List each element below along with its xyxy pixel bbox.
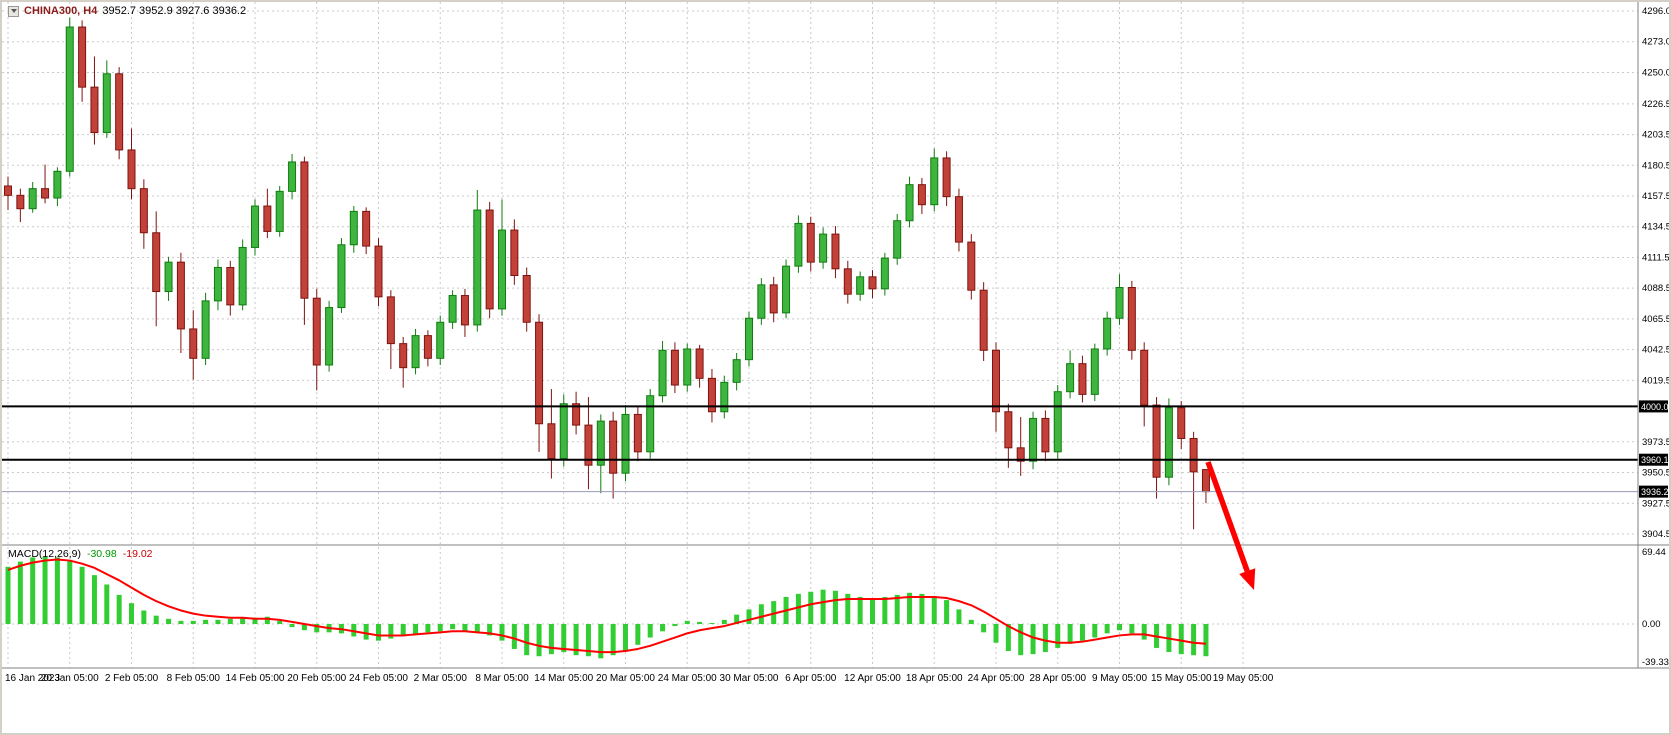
triangle-down-icon [10, 9, 17, 13]
svg-text:4088.5: 4088.5 [1642, 283, 1669, 294]
svg-text:4250.0: 4250.0 [1642, 67, 1669, 78]
svg-text:2 Feb 05:00: 2 Feb 05:00 [105, 673, 159, 684]
svg-text:3973.5: 3973.5 [1642, 437, 1669, 448]
ohlc-values: 3952.7 3952.9 3927.6 3936.2 [102, 5, 247, 17]
svg-text:8 Feb 05:00: 8 Feb 05:00 [167, 673, 221, 684]
svg-text:4180.5: 4180.5 [1642, 160, 1669, 171]
svg-text:4111.5: 4111.5 [1642, 252, 1669, 263]
svg-text:4203.5: 4203.5 [1642, 130, 1669, 141]
svg-text:-39.33: -39.33 [1642, 657, 1669, 668]
macd-main-value: -30.98 [86, 548, 117, 560]
price-axis[interactable]: 4296.0 4273.0 4250.0 4226.5 4203.5 4180.5 4157… [1639, 6, 1669, 668]
svg-text:8 Mar 05:00: 8 Mar 05:00 [475, 673, 529, 684]
svg-text:20 Feb 05:00: 20 Feb 05:00 [287, 673, 346, 684]
svg-text:18 Apr 05:00: 18 Apr 05:00 [906, 673, 963, 684]
svg-text:28 Apr 05:00: 28 Apr 05:00 [1029, 673, 1086, 684]
svg-text:4042.5: 4042.5 [1642, 345, 1669, 356]
svg-text:16 Jan 2023: 16 Jan 2023 [5, 673, 60, 684]
symbol-timeframe-label: CHINA300, H4 [24, 5, 98, 17]
horizontal-lines-layer[interactable] [2, 405, 1638, 493]
grid-layer [2, 2, 1638, 668]
svg-text:20 Jan 05:00: 20 Jan 05:00 [41, 673, 99, 684]
pane-separators [2, 2, 1669, 669]
svg-text:4273.0: 4273.0 [1642, 37, 1669, 48]
svg-text:30 Mar 05:00: 30 Mar 05:00 [720, 673, 779, 684]
svg-text:0.00: 0.00 [1642, 619, 1661, 630]
svg-text:3936.2: 3936.2 [1641, 487, 1669, 497]
svg-text:4226.5: 4226.5 [1642, 99, 1669, 110]
svg-text:14 Mar 05:00: 14 Mar 05:00 [534, 673, 593, 684]
macd-signal-value: -19.02 [122, 548, 153, 560]
price-marker-box [1639, 485, 1668, 498]
svg-text:69.44: 69.44 [1642, 547, 1666, 558]
svg-text:9 May 05:00: 9 May 05:00 [1092, 673, 1147, 684]
svg-text:24 Feb 05:00: 24 Feb 05:00 [349, 673, 408, 684]
svg-text:4019.5: 4019.5 [1642, 375, 1669, 386]
svg-text:2 Mar 05:00: 2 Mar 05:00 [414, 673, 468, 684]
trend-arrow[interactable] [1205, 461, 1256, 590]
svg-text:15 May 05:00: 15 May 05:00 [1151, 673, 1212, 684]
macd-layer [5, 556, 1209, 659]
svg-text:12 Apr 05:00: 12 Apr 05:00 [844, 673, 901, 684]
macd-name: MACD(12,26,9) [8, 548, 81, 560]
symbol-info-bar: CHINA300, H4 3952.7 3952.9 3927.6 3936.2 [8, 5, 246, 17]
svg-text:24 Mar 05:00: 24 Mar 05:00 [658, 673, 717, 684]
svg-text:4134.5: 4134.5 [1642, 222, 1669, 233]
svg-text:3950.5: 3950.5 [1642, 468, 1669, 479]
svg-text:24 Apr 05:00: 24 Apr 05:00 [968, 673, 1025, 684]
quick-trade-dropdown-icon[interactable] [8, 5, 19, 17]
candles-layer [4, 17, 1210, 530]
svg-text:4157.5: 4157.5 [1642, 191, 1669, 202]
svg-text:6 Apr 05:00: 6 Apr 05:00 [785, 673, 837, 684]
svg-text:19 May 05:00: 19 May 05:00 [1213, 673, 1274, 684]
macd-indicator-label: MACD(12,26,9) -30.98 -19.02 [8, 548, 153, 560]
svg-text:3960.1: 3960.1 [1641, 455, 1669, 465]
price-marker-box [1639, 400, 1668, 413]
svg-text:4000.0: 4000.0 [1641, 402, 1669, 412]
svg-text:20 Mar 05:00: 20 Mar 05:00 [596, 673, 655, 684]
macd-signal-line [7, 558, 1207, 654]
svg-text:14 Feb 05:00: 14 Feb 05:00 [226, 673, 285, 684]
svg-text:4296.0: 4296.0 [1642, 6, 1669, 17]
svg-text:4065.5: 4065.5 [1642, 314, 1669, 325]
svg-text:3904.5: 3904.5 [1642, 529, 1669, 540]
price-marker-box [1639, 453, 1668, 466]
svg-text:3927.5: 3927.5 [1642, 498, 1669, 509]
